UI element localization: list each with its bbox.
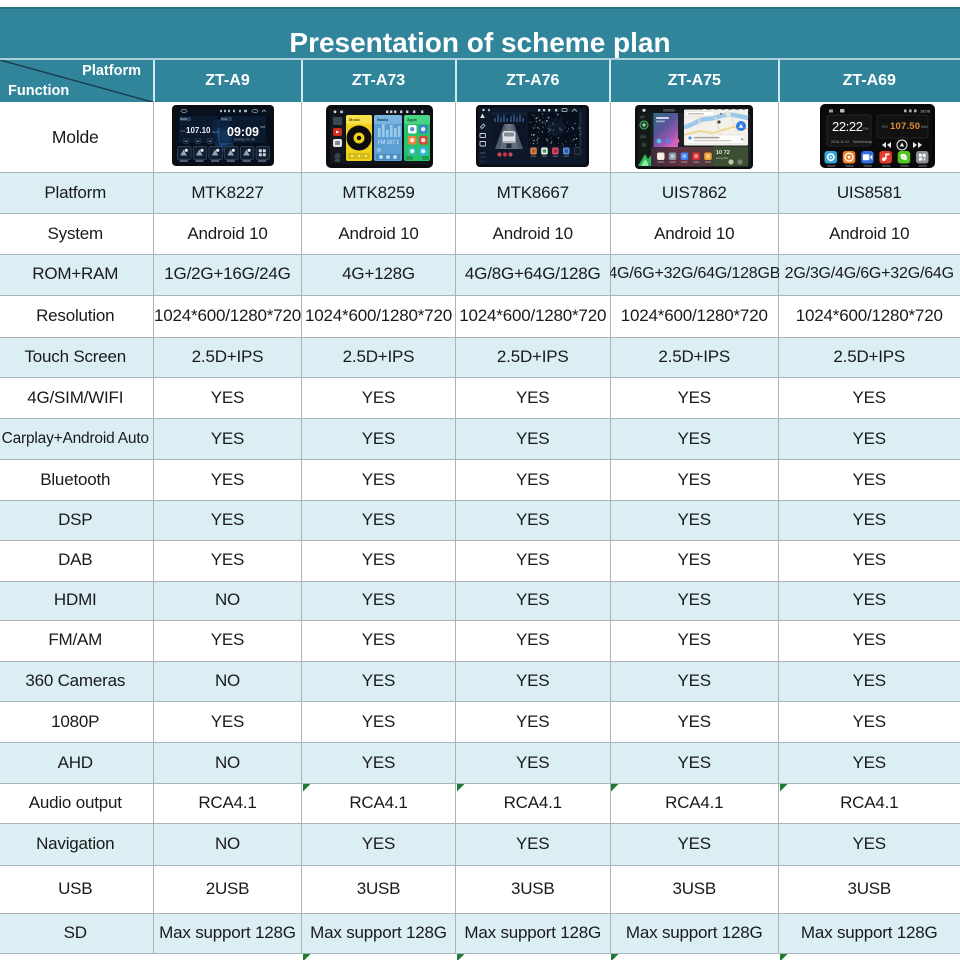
svg-text:12:2: 12:2 [640,135,646,139]
svg-text:FM: FM [181,129,186,133]
svg-text:22:22: 22:22 [832,119,863,134]
svg-text:FM: FM [882,125,887,129]
svg-text:song title: song title [716,156,728,160]
svg-text:FM 107.1: FM 107.1 [378,140,399,146]
svg-text:PM: PM [863,127,868,131]
svg-text:Time: Time [221,117,228,121]
svg-text:107.50: 107.50 [890,121,920,132]
svg-text:10 72: 10 72 [716,150,730,156]
svg-text:107.10: 107.10 [186,126,211,135]
svg-text:MHz: MHz [921,125,928,129]
svg-text:PM: PM [261,125,266,129]
svg-text:Radio: Radio [377,117,389,122]
svg-text:Music: Music [349,117,361,122]
svg-text:Sunday 01 Jan: Sunday 01 Jan [234,138,255,142]
svg-text:MHz: MHz [212,130,218,134]
svg-text:Wednesday: Wednesday [853,140,872,144]
svg-text:18:08: 18:08 [920,109,931,114]
svg-text:70°: 70° [640,116,646,120]
svg-text:Apps: Apps [407,117,418,122]
svg-text:Radio: Radio [180,117,188,121]
svg-text:v1.0: v1.0 [480,160,485,164]
svg-text:2018-11-22: 2018-11-22 [831,140,849,144]
svg-text:09:09: 09:09 [227,125,259,139]
